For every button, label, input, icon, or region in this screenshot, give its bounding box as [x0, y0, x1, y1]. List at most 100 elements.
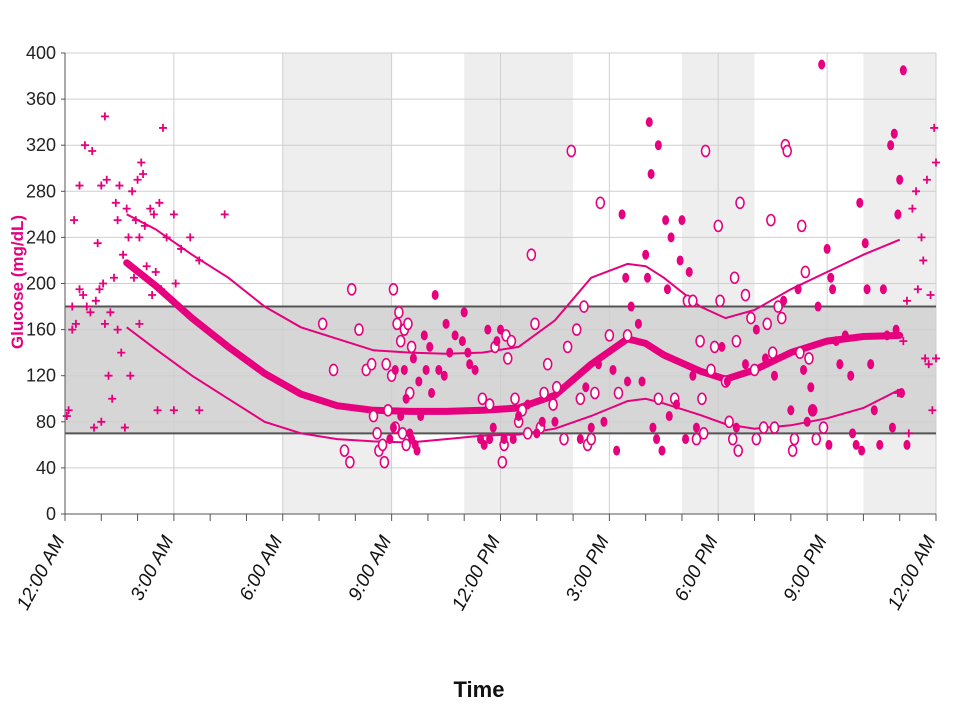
open-circle-point — [776, 311, 787, 325]
filled-circle-point — [761, 353, 769, 364]
cross-point — [171, 279, 180, 288]
filled-circle-point — [827, 272, 835, 283]
open-circle-point — [767, 346, 778, 359]
filled-circle-point — [435, 364, 443, 375]
filled-circle-point — [861, 238, 869, 249]
cross-point — [146, 204, 155, 213]
filled-circle-point — [464, 347, 472, 358]
open-circle-point — [604, 329, 615, 342]
open-circle-point — [522, 427, 533, 440]
filled-circle-point — [638, 376, 646, 387]
filled-circle-point — [471, 364, 479, 375]
open-circle-point — [397, 427, 408, 440]
open-circle-point — [542, 357, 553, 371]
cross-point — [151, 267, 160, 276]
cross-point — [100, 319, 109, 328]
cross-point — [80, 141, 89, 150]
filled-circle-point — [497, 324, 504, 335]
open-circle-point — [746, 311, 756, 325]
open-circle-point — [749, 363, 760, 377]
open-circle-point — [789, 432, 800, 446]
filled-circle-point — [609, 364, 617, 375]
filled-circle-point — [771, 370, 779, 381]
filled-circle-point — [551, 416, 559, 427]
cross-point — [113, 216, 122, 225]
filled-circle-point — [415, 376, 423, 387]
filled-circle-point — [879, 284, 887, 295]
cross-point — [195, 256, 204, 265]
filled-circle-point — [484, 324, 492, 335]
open-circle-point — [477, 392, 488, 406]
cross-point — [95, 285, 104, 294]
open-circle-point — [562, 340, 573, 354]
open-circle-point — [697, 392, 707, 406]
filled-circle-point — [818, 59, 826, 70]
filled-circle-point — [852, 439, 860, 450]
filled-circle-point — [413, 445, 421, 456]
cross-point — [133, 175, 142, 184]
open-circle-point — [383, 403, 393, 417]
cross-point — [913, 285, 922, 294]
cross-point — [64, 406, 73, 415]
filled-circle-point — [524, 399, 532, 410]
open-circle-point — [688, 294, 698, 308]
cross-point — [75, 181, 84, 190]
cross-point — [926, 291, 935, 300]
open-circle-point — [381, 357, 391, 371]
filled-circle-point — [867, 359, 875, 370]
cross-point — [111, 198, 120, 207]
filled-circle-point — [389, 422, 397, 433]
y-tick-label: 40 — [36, 458, 56, 478]
filled-circle-point — [480, 439, 488, 450]
open-circle-point — [388, 282, 399, 296]
open-circle-point — [691, 432, 702, 446]
open-circle-point — [787, 444, 798, 457]
open-circle-point — [379, 455, 390, 469]
open-circle-point — [731, 334, 742, 348]
open-circle-point — [317, 317, 328, 331]
filled-circle-point — [663, 284, 671, 295]
filled-circle-point — [832, 336, 840, 347]
filled-circle-point — [863, 284, 871, 295]
cross-point — [99, 279, 108, 288]
cross-point — [122, 204, 131, 213]
cross-point — [932, 354, 940, 363]
cross-point — [932, 158, 940, 167]
cross-point — [135, 319, 144, 328]
open-circle-point — [395, 334, 406, 348]
cross-point — [928, 406, 937, 415]
filled-circle-point — [458, 336, 466, 347]
open-circle-point — [377, 438, 388, 452]
filled-circle-point — [847, 370, 855, 381]
filled-circle-point — [899, 65, 907, 76]
filled-circle-point — [653, 434, 661, 445]
filled-circle-point — [682, 434, 690, 445]
y-tick-label: 360 — [26, 89, 56, 109]
open-circle-point — [497, 455, 508, 469]
cross-point — [135, 233, 144, 242]
filled-circle-point — [400, 364, 408, 375]
filled-circle-point — [397, 411, 405, 422]
cross-point — [124, 233, 133, 242]
cross-point — [137, 158, 146, 167]
open-circle-point — [758, 421, 769, 434]
open-circle-point — [510, 392, 520, 406]
cross-point — [93, 239, 102, 248]
open-circle-point — [502, 352, 513, 365]
x-tick-label: 9:00 PM — [780, 532, 832, 604]
filled-circle-point — [442, 318, 450, 329]
open-circle-point — [590, 386, 600, 400]
cross-point — [904, 429, 913, 438]
open-circle-point — [735, 196, 745, 210]
cross-point — [220, 210, 229, 219]
open-circle-point — [530, 317, 540, 331]
cross-point — [128, 187, 137, 196]
open-circle-point — [733, 444, 744, 457]
filled-circle-point — [685, 266, 693, 277]
open-circle-point — [804, 352, 814, 365]
x-tick-label: 3:00 AM — [127, 532, 179, 604]
open-circle-point — [366, 357, 377, 371]
open-circle-point — [372, 427, 382, 440]
cross-point — [139, 170, 148, 179]
